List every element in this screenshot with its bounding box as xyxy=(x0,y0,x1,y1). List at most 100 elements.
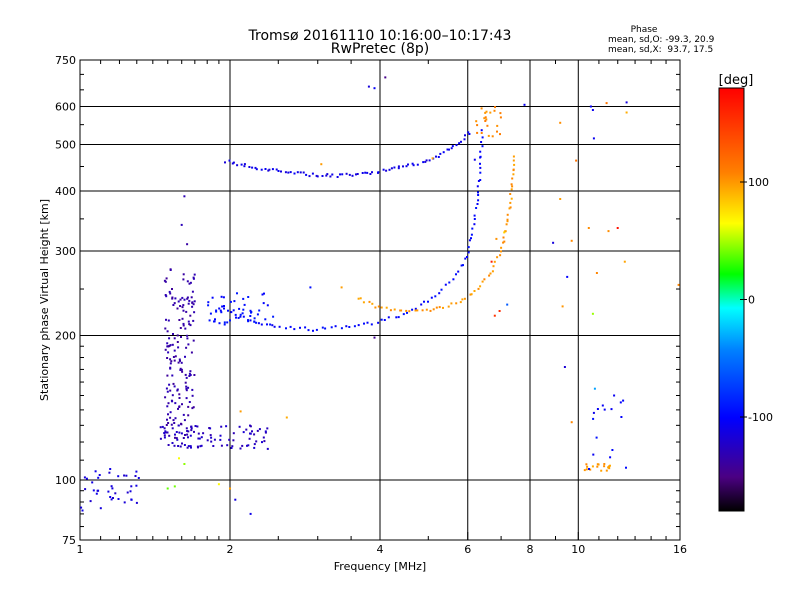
y-tick-label: 100 xyxy=(55,474,76,487)
data-point xyxy=(193,430,195,433)
data-point xyxy=(258,428,261,431)
data-point xyxy=(171,442,174,444)
data-point xyxy=(220,311,223,314)
data-point xyxy=(182,437,185,439)
data-point xyxy=(359,297,362,300)
data-point xyxy=(502,236,505,239)
data-point xyxy=(481,280,484,283)
data-point xyxy=(109,468,112,470)
x-tick-label: 8 xyxy=(527,543,534,556)
data-point xyxy=(575,159,578,162)
data-point xyxy=(440,288,443,291)
data-point xyxy=(593,387,596,390)
data-point xyxy=(237,317,240,319)
y-tick-label: 750 xyxy=(55,54,76,67)
data-point xyxy=(345,325,348,328)
data-point xyxy=(181,306,184,309)
data-point xyxy=(182,322,185,325)
data-point xyxy=(463,297,466,300)
data-point xyxy=(467,246,470,249)
data-point xyxy=(591,312,594,315)
data-point xyxy=(135,470,138,473)
data-point xyxy=(230,447,233,449)
data-point xyxy=(500,250,502,253)
data-point xyxy=(249,309,252,312)
colorbar-label: [deg] xyxy=(719,73,754,88)
data-point xyxy=(496,130,498,133)
data-point xyxy=(197,432,200,435)
data-point xyxy=(215,310,218,313)
data-point xyxy=(83,476,86,479)
data-point xyxy=(432,308,435,311)
data-point xyxy=(383,319,386,321)
data-point xyxy=(181,296,184,299)
data-point xyxy=(377,171,380,174)
data-point xyxy=(177,346,180,349)
data-point xyxy=(173,385,176,388)
data-point xyxy=(266,427,269,430)
data-point xyxy=(85,477,88,480)
data-point xyxy=(512,155,515,158)
data-point xyxy=(255,440,258,443)
data-point xyxy=(371,302,374,305)
data-point xyxy=(387,316,390,319)
data-point xyxy=(188,282,191,285)
data-point xyxy=(570,239,573,242)
data-point xyxy=(176,307,179,310)
data-point xyxy=(308,175,311,178)
data-point xyxy=(470,293,473,296)
data-point xyxy=(184,381,187,384)
data-point xyxy=(187,414,190,417)
data-points xyxy=(80,76,680,515)
data-point xyxy=(374,306,377,309)
data-point xyxy=(395,316,398,319)
data-point xyxy=(271,324,274,327)
data-point xyxy=(211,296,214,299)
data-point xyxy=(377,321,380,324)
data-point xyxy=(172,382,175,385)
data-point xyxy=(243,163,246,166)
data-point xyxy=(397,316,400,319)
data-point xyxy=(129,490,132,493)
data-point xyxy=(194,425,197,427)
data-point xyxy=(485,110,488,113)
data-point xyxy=(227,309,229,312)
data-point xyxy=(190,446,192,449)
data-point xyxy=(485,118,488,121)
data-point xyxy=(263,440,266,443)
colorbar xyxy=(718,87,745,512)
data-point xyxy=(275,168,278,171)
data-point xyxy=(302,171,305,174)
data-point xyxy=(477,287,480,290)
data-point xyxy=(450,302,453,305)
data-point xyxy=(610,408,613,411)
data-point xyxy=(182,278,185,281)
stats-heading: Phase xyxy=(631,25,658,35)
data-point xyxy=(206,439,209,442)
data-point xyxy=(490,260,493,263)
data-point xyxy=(489,111,492,114)
data-point xyxy=(603,465,606,468)
data-point xyxy=(168,337,171,340)
data-point xyxy=(616,227,619,229)
data-point xyxy=(411,308,414,311)
data-point xyxy=(266,304,269,307)
data-point xyxy=(384,76,387,79)
data-point xyxy=(561,305,564,308)
stats-o-line: mean, sd,O: -99.3, 20.9 xyxy=(608,35,715,45)
data-point xyxy=(219,309,222,312)
y-tick-label: 300 xyxy=(55,245,76,258)
data-point xyxy=(241,312,244,315)
data-point xyxy=(165,277,168,280)
data-point xyxy=(171,427,174,430)
data-point xyxy=(186,243,189,246)
data-point xyxy=(471,227,474,230)
data-point xyxy=(165,424,168,426)
data-point xyxy=(176,341,179,343)
data-point xyxy=(242,431,245,434)
data-point xyxy=(236,292,238,295)
data-point xyxy=(168,290,171,293)
y-tick-label: 600 xyxy=(55,101,76,114)
data-point xyxy=(351,174,354,177)
data-point xyxy=(186,334,189,337)
